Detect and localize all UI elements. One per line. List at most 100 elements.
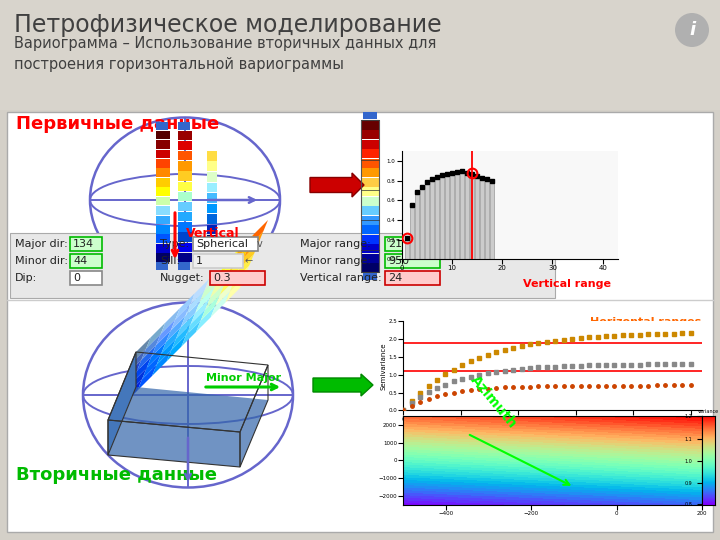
Bar xyxy=(475,176,480,259)
Text: Sill:: Sill: xyxy=(160,256,180,266)
Bar xyxy=(363,112,377,119)
Bar xyxy=(156,150,170,158)
Bar xyxy=(178,242,192,252)
Bar xyxy=(385,254,440,268)
Bar xyxy=(207,193,217,203)
Text: Type:: Type: xyxy=(160,239,189,249)
Bar xyxy=(207,204,217,213)
Bar xyxy=(156,262,168,270)
Polygon shape xyxy=(201,295,220,321)
Polygon shape xyxy=(248,220,268,246)
Bar xyxy=(420,186,424,259)
Bar xyxy=(156,225,170,234)
Text: Minor range:: Minor range: xyxy=(300,256,371,266)
Polygon shape xyxy=(244,231,264,258)
Polygon shape xyxy=(112,383,132,409)
Bar xyxy=(0,0,720,110)
Bar xyxy=(361,225,379,234)
Bar xyxy=(361,159,379,167)
Bar xyxy=(405,238,409,259)
Bar xyxy=(430,179,434,259)
Text: Вторичные данные: Вторичные данные xyxy=(16,466,217,484)
FancyArrow shape xyxy=(313,374,373,396)
Bar xyxy=(178,161,192,171)
Polygon shape xyxy=(181,301,200,327)
Text: Vertical range: Vertical range xyxy=(523,279,611,289)
Bar xyxy=(156,215,170,224)
Bar xyxy=(156,159,170,168)
Polygon shape xyxy=(200,275,220,301)
Text: 24: 24 xyxy=(388,273,402,283)
FancyArrow shape xyxy=(310,173,364,197)
Bar xyxy=(10,233,555,298)
Polygon shape xyxy=(147,342,166,368)
Bar xyxy=(425,181,429,259)
Polygon shape xyxy=(204,264,224,290)
Bar xyxy=(455,172,459,259)
Bar xyxy=(70,254,102,268)
Polygon shape xyxy=(195,287,215,313)
Bar xyxy=(156,131,170,139)
Bar xyxy=(178,202,192,211)
Bar xyxy=(361,140,379,149)
Text: Azimuth: Azimuth xyxy=(467,373,519,431)
Polygon shape xyxy=(138,364,157,390)
Bar xyxy=(156,253,170,262)
Circle shape xyxy=(675,13,709,47)
Bar xyxy=(178,232,192,242)
Polygon shape xyxy=(161,308,180,334)
Text: 0.3: 0.3 xyxy=(213,273,230,283)
Bar xyxy=(210,271,265,285)
Text: ←: ← xyxy=(245,256,253,266)
Polygon shape xyxy=(215,261,234,287)
Bar xyxy=(178,222,192,232)
Bar xyxy=(7,112,713,532)
Polygon shape xyxy=(108,387,268,467)
Text: 950: 950 xyxy=(388,256,409,266)
Polygon shape xyxy=(215,280,235,306)
Polygon shape xyxy=(176,293,194,319)
Polygon shape xyxy=(151,330,171,356)
Text: 1: 1 xyxy=(196,256,203,266)
Bar xyxy=(361,244,379,253)
Bar xyxy=(361,197,379,206)
Polygon shape xyxy=(196,306,215,332)
Polygon shape xyxy=(210,272,230,298)
Bar xyxy=(178,171,192,181)
Polygon shape xyxy=(190,279,210,305)
Bar xyxy=(156,197,170,205)
Text: Первичные данные: Первичные данные xyxy=(16,115,220,133)
Polygon shape xyxy=(176,313,195,339)
Bar xyxy=(156,168,170,177)
Polygon shape xyxy=(239,242,258,269)
Text: Horizontal ranges: Horizontal ranges xyxy=(590,317,701,327)
Polygon shape xyxy=(152,350,171,376)
Polygon shape xyxy=(225,258,244,284)
Bar xyxy=(361,120,379,272)
Bar xyxy=(361,235,379,244)
Polygon shape xyxy=(185,290,204,316)
Bar xyxy=(178,131,192,140)
Text: 0: 0 xyxy=(73,273,80,283)
Bar xyxy=(361,178,379,186)
Text: 44: 44 xyxy=(73,256,87,266)
Polygon shape xyxy=(171,305,190,330)
Bar xyxy=(70,271,102,285)
Polygon shape xyxy=(142,353,161,379)
Bar xyxy=(156,206,170,215)
Text: Dip:: Dip: xyxy=(15,273,37,283)
Bar xyxy=(470,174,474,259)
Bar xyxy=(410,205,414,259)
Text: Major range:: Major range: xyxy=(300,239,371,249)
Polygon shape xyxy=(108,394,127,420)
Bar xyxy=(361,168,379,177)
Bar xyxy=(156,178,170,187)
Bar xyxy=(178,253,192,262)
Bar xyxy=(207,172,217,181)
Polygon shape xyxy=(127,349,146,375)
Text: Minor Major: Minor Major xyxy=(206,373,281,383)
Polygon shape xyxy=(211,292,230,318)
Bar xyxy=(207,151,217,160)
Bar xyxy=(156,122,168,130)
Bar xyxy=(361,206,379,215)
